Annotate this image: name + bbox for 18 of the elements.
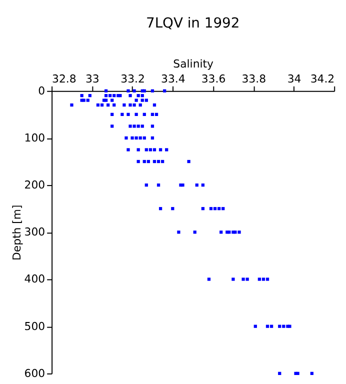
x-tick-label: 33.6 [201,72,226,86]
y-axis-title: Depth [m] [10,204,24,261]
y-tick-label: 200 [24,178,46,192]
x-tick-label: 34 [287,72,302,86]
x-axis-title: Salinity [173,58,214,71]
y-tick-label: 100 [24,131,46,144]
x-tick-label: 32.8 [52,72,76,86]
y-tick-label: 400 [24,272,46,286]
y-tick-label: 300 [24,226,46,239]
y-tick-label: 600 [24,366,46,380]
chart-title: 7LQV in 1992 [146,15,240,32]
x-tick-label: 33.8 [242,72,266,86]
x-tick-label: 33 [85,72,100,86]
y-tick-label: 0 [38,84,46,98]
x-tick-label: 33.4 [161,72,186,86]
x-tick-label: 34.2 [310,72,335,86]
y-tick-label: 500 [24,320,46,333]
x-tick-label: 33.2 [120,72,145,86]
